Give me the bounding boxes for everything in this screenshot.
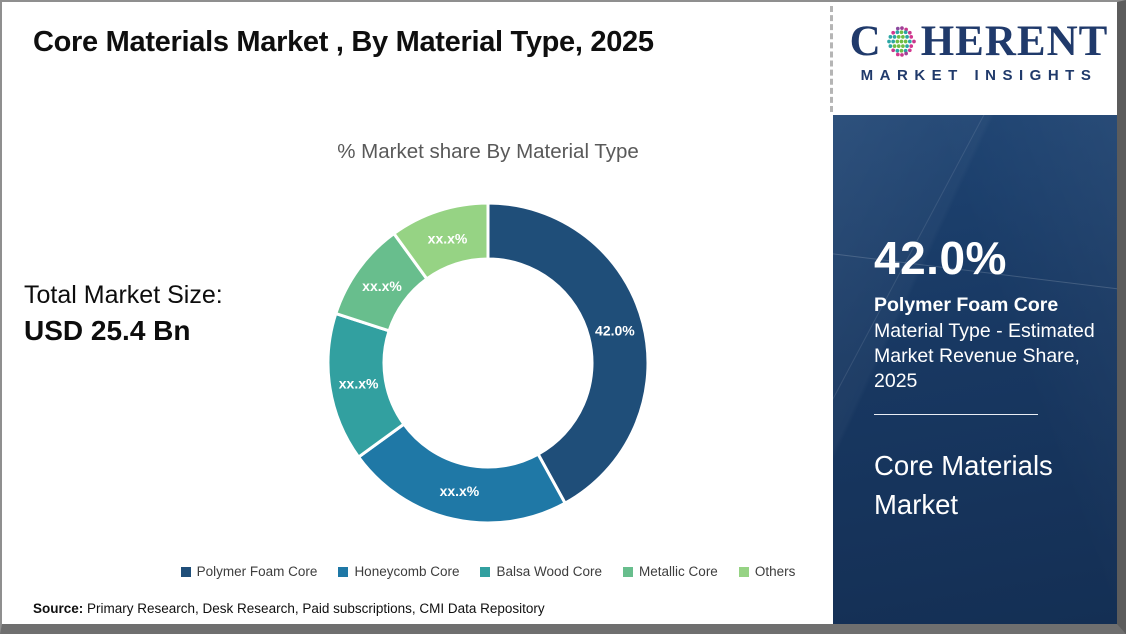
donut-chart: 42.0% xx.x% xx.x% xx.x% xx.x% bbox=[326, 201, 650, 525]
legend-label: Others bbox=[754, 564, 796, 579]
legend-label: Polymer Foam Core bbox=[196, 564, 318, 579]
legend-label: Honeycomb Core bbox=[354, 564, 460, 579]
sidebar-divider bbox=[874, 414, 1038, 415]
legend-label: Balsa Wood Core bbox=[496, 564, 603, 579]
donut-segment bbox=[486, 201, 650, 506]
legend-item: Metallic Core bbox=[623, 564, 718, 579]
header-dashed-divider bbox=[830, 6, 833, 112]
brand-subtitle: MARKET INSIGHTS bbox=[860, 67, 1098, 84]
source-note: Source: Primary Research, Desk Research,… bbox=[33, 601, 545, 616]
donut-segment-label: xx.x% bbox=[428, 230, 468, 246]
brand-logo: C HERENT MARKET INSIGHTS bbox=[848, 20, 1110, 84]
legend-item: Polymer Foam Core bbox=[180, 564, 318, 579]
total-market-size-value: USD 25.4 Bn bbox=[24, 315, 191, 346]
sidebar-market-name: Core Materials Market bbox=[874, 450, 1053, 520]
sidebar-stat-value: 42.0% bbox=[874, 232, 1007, 284]
brand-wordmark: C HERENT bbox=[848, 20, 1110, 63]
total-market-size-label: Total Market Size: bbox=[24, 281, 223, 309]
donut-segment-label: 42.0% bbox=[595, 322, 635, 338]
highlight-sidebar: 42.0% Polymer Foam Core Material Type - … bbox=[833, 115, 1117, 624]
sidebar-stat-description: Material Type - Estimated Market Revenue… bbox=[874, 320, 1095, 392]
legend-swatch bbox=[480, 566, 491, 577]
source-text: Primary Research, Desk Research, Paid su… bbox=[83, 601, 545, 616]
total-market-size-block: Total Market Size: USD 25.4 Bn bbox=[24, 281, 223, 347]
chart-title: % Market share By Material Type bbox=[337, 140, 639, 163]
donut-segment-label: xx.x% bbox=[339, 375, 379, 391]
donut-segment-label: xx.x% bbox=[362, 278, 402, 294]
legend-swatch bbox=[623, 566, 634, 577]
donut-segment bbox=[391, 201, 490, 281]
legend-item: Honeycomb Core bbox=[338, 564, 459, 579]
globe-dots-icon bbox=[886, 26, 916, 57]
source-label: Source: bbox=[33, 601, 84, 616]
brand-letters-rest: HERENT bbox=[920, 18, 1109, 65]
legend-item: Balsa Wood Core bbox=[480, 564, 602, 579]
donut-segment bbox=[356, 422, 568, 525]
legend-swatch bbox=[738, 566, 749, 577]
legend-swatch bbox=[180, 566, 191, 577]
legend-swatch bbox=[338, 566, 349, 577]
page-title: Core Materials Market , By Material Type… bbox=[33, 26, 654, 58]
donut-segment-label: xx.x% bbox=[440, 483, 480, 499]
legend-item: Others bbox=[738, 564, 796, 579]
legend-label: Metallic Core bbox=[639, 564, 718, 579]
chart-legend: Polymer Foam Core Honeycomb Core Balsa Woo… bbox=[68, 564, 908, 579]
sidebar-stat-title: Polymer Foam Core bbox=[874, 294, 1059, 316]
brand-letter-c: C bbox=[849, 18, 882, 65]
